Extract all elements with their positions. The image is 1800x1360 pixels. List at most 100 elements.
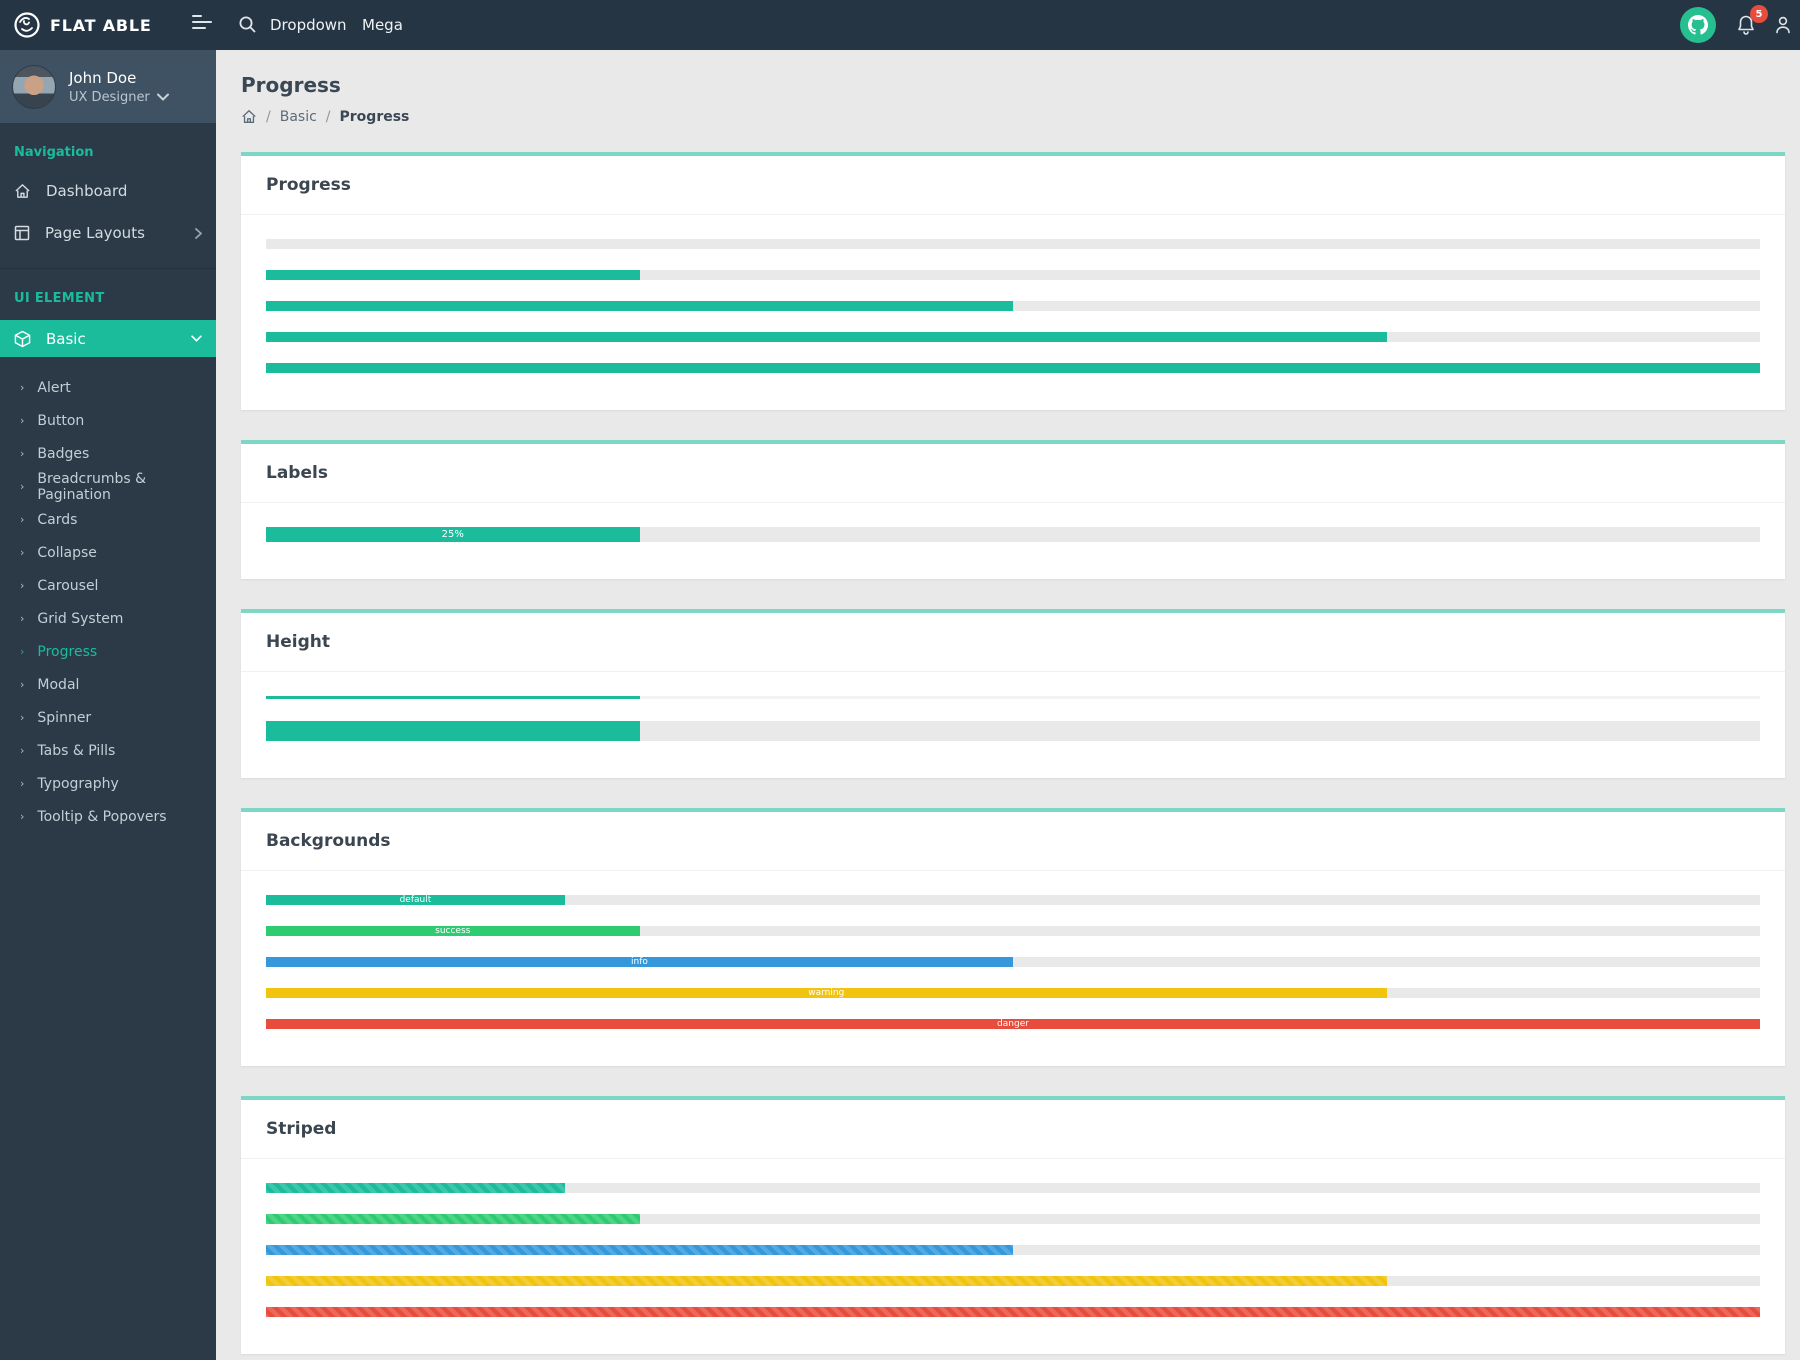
user-name: John Doe — [69, 68, 137, 87]
submenu-item-label: Modal — [37, 676, 80, 693]
progress-fill-25 — [266, 696, 640, 699]
progress-label: info — [631, 957, 648, 967]
submenu-item-typography[interactable]: › Typography — [0, 767, 216, 800]
notifications-button[interactable]: 5 — [1736, 5, 1768, 38]
menu-toggle-icon[interactable] — [192, 15, 214, 35]
home-icon — [14, 183, 31, 200]
submenu-item-label: Tooltip & Popovers — [37, 808, 167, 825]
submenu-item-spinner[interactable]: › Spinner — [0, 701, 216, 734]
chevron-right-icon: › — [20, 810, 25, 823]
progress-track: danger — [266, 1019, 1760, 1029]
submenu-item-breadcrumbs-pagination[interactable]: › Breadcrumbs & Pagination — [0, 470, 216, 503]
submenu-item-label: Breadcrumbs & Pagination — [37, 470, 147, 503]
breadcrumb-separator: / — [266, 109, 271, 125]
card-title: Labels — [266, 463, 328, 483]
card-header: Labels — [241, 444, 1785, 503]
card-title: Height — [266, 632, 330, 652]
card-title: Striped — [266, 1119, 337, 1139]
card-body — [241, 215, 1785, 410]
card-height: Height — [241, 609, 1785, 778]
progress-fill-75: warning — [266, 988, 1387, 998]
nav-item-mega[interactable]: Mega — [362, 16, 403, 34]
card-body: default success info warning danger — [241, 871, 1785, 1066]
progress-track — [266, 1276, 1760, 1286]
sidebar-section-navigation: Navigation — [14, 145, 94, 160]
github-button[interactable] — [1680, 7, 1716, 43]
main-content: Progress / Basic / Progress Progress Labe… — [216, 50, 1800, 1360]
progress-track — [266, 1245, 1760, 1255]
submenu-item-label: Spinner — [37, 709, 92, 726]
progress-track: info — [266, 957, 1760, 967]
breadcrumb-item-current: Progress — [339, 109, 410, 125]
chevron-down-icon — [156, 93, 169, 101]
card-progress: Progress — [241, 152, 1785, 410]
submenu-item-label: Tabs & Pills — [37, 742, 116, 759]
breadcrumb-item-basic[interactable]: Basic — [279, 109, 317, 125]
progress-track — [266, 1214, 1760, 1224]
user-menu-button[interactable] — [1774, 15, 1792, 35]
breadcrumb-home-icon[interactable] — [241, 109, 257, 125]
sidebar-item-page-layouts[interactable]: Page Layouts — [0, 212, 216, 254]
chevron-right-icon: › — [20, 381, 25, 394]
user-panel[interactable]: John Doe UX Designer — [0, 50, 216, 123]
progress-fill-50 — [266, 301, 1013, 311]
sidebar-item-dashboard[interactable]: Dashboard — [0, 170, 216, 212]
progress-fill-20: default — [266, 895, 565, 905]
card-body: 25% — [241, 503, 1785, 579]
brand-logo-icon — [14, 12, 40, 38]
sidebar-item-basic[interactable]: Basic — [0, 320, 216, 357]
submenu-item-tabs-pills[interactable]: › Tabs & Pills — [0, 734, 216, 767]
submenu-item-label: Progress — [37, 643, 98, 660]
chevron-right-icon: › — [20, 777, 25, 790]
nav-item-dropdown[interactable]: Dropdown — [270, 16, 347, 34]
progress-fill-20 — [266, 1183, 565, 1193]
card-header: Striped — [241, 1100, 1785, 1159]
basic-submenu: › Alert › Button › Badges › Breadcrumbs & Pagin… — [0, 357, 216, 833]
submenu-item-progress[interactable]: › Progress — [0, 635, 216, 668]
submenu-item-tooltip-popovers[interactable]: › Tooltip & Popovers — [0, 800, 216, 833]
chevron-right-icon — [195, 227, 202, 239]
submenu-item-button[interactable]: › Button — [0, 404, 216, 437]
submenu-item-carousel[interactable]: › Carousel — [0, 569, 216, 602]
submenu-item-label: Badges — [37, 445, 90, 462]
progress-track — [266, 239, 1760, 249]
search-icon[interactable] — [238, 15, 257, 34]
submenu-item-label: Cards — [37, 511, 78, 528]
progress-track — [266, 301, 1760, 311]
progress-label: warning — [808, 988, 845, 998]
avatar — [12, 64, 56, 109]
submenu-item-label: Grid System — [37, 610, 124, 627]
card-title: Backgrounds — [266, 831, 391, 851]
submenu-item-cards[interactable]: › Cards — [0, 503, 216, 536]
bell-icon — [1736, 14, 1758, 36]
top-navbar: FLAT ABLE Dropdown Mega 5 — [0, 0, 1800, 50]
progress-label: success — [435, 926, 471, 936]
submenu-item-label: Typography — [37, 775, 119, 792]
submenu-item-alert[interactable]: › Alert — [0, 371, 216, 404]
chevron-right-icon: › — [20, 678, 25, 691]
submenu-item-label: Button — [37, 412, 85, 429]
sidebar: John Doe UX Designer Navigation Dashboar… — [0, 50, 216, 1360]
submenu-item-grid-system[interactable]: › Grid System — [0, 602, 216, 635]
progress-label: default — [399, 895, 432, 905]
submenu-item-modal[interactable]: › Modal — [0, 668, 216, 701]
progress-track — [266, 270, 1760, 280]
sidebar-section-ui-element: UI ELEMENT — [0, 268, 216, 316]
progress-label: danger — [997, 1019, 1029, 1029]
progress-fill-50 — [266, 1245, 1013, 1255]
submenu-item-badges[interactable]: › Badges — [0, 437, 216, 470]
progress-track — [266, 1183, 1760, 1193]
card-header: Backgrounds — [241, 812, 1785, 871]
progress-fill-75 — [266, 1276, 1387, 1286]
progress-track: warning — [266, 988, 1760, 998]
brand[interactable]: FLAT ABLE — [14, 0, 152, 50]
progress-track — [266, 721, 1760, 741]
progress-fill-25: success — [266, 926, 640, 936]
chevron-right-icon: › — [20, 513, 25, 526]
card-title: Progress — [266, 175, 351, 195]
chevron-right-icon: › — [20, 579, 25, 592]
layout-icon — [14, 225, 30, 241]
person-icon — [1774, 15, 1792, 35]
notification-badge: 5 — [1750, 5, 1768, 23]
submenu-item-collapse[interactable]: › Collapse — [0, 536, 216, 569]
